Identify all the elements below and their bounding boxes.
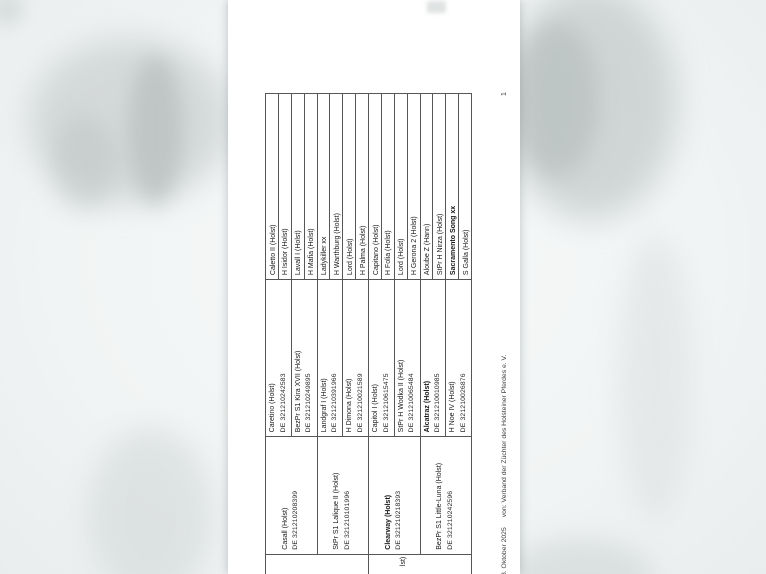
horse-name: Ladykiller xx [321, 236, 328, 276]
horse-name: StPr H Wodka II (Holst) [397, 359, 405, 433]
horse-name: Casall (Holst) [281, 507, 289, 550]
pedigree-cell: Casall (Holst) DE 321210208399 [266, 437, 317, 553]
horse-name: Alcatraz (Holst) [423, 380, 431, 433]
registration-number: DE 321210391966 [331, 373, 338, 433]
pedigree-cell: Landgraf I (Holst) DE 321210391966 [316, 280, 343, 437]
registration-number: DE 321210208399 [292, 490, 300, 550]
pedigree-cell: StPr S1 Lalique II (Holst) DE 3212101019… [316, 437, 368, 554]
cutoff-content-fragment [427, 1, 446, 13]
horse-name: Aloube Z (Hann) [424, 223, 431, 276]
horse-name: Capitol I (Holst) [372, 384, 379, 433]
horse-name: H Folia (Holst) [385, 230, 393, 276]
pedigree-cell: H Palma (Holst) [355, 94, 368, 280]
rotated-document-content: lst) Casall (Holst) DE 321210208399 StPr… [228, 0, 520, 574]
registration-number: DE 321210010985 [434, 373, 441, 433]
blurred-background-blob [88, 428, 213, 574]
pedigree-cell: H Isidor (Holst) [277, 94, 291, 280]
horse-name: Capitano (Holst) [372, 224, 380, 276]
pedigree-cell: Alcatraz (Holst) DE 321210010985 [419, 280, 446, 437]
pedigree-column-parents: lst) [266, 554, 471, 574]
pedigree-cell: Sacramento Song xx [445, 94, 459, 280]
pedigree-cell: H Gerona 2 (Holst) [406, 94, 420, 280]
registration-number: DE 321210026876 [459, 373, 467, 433]
pedigree-cell: StPr H Wodka II (Holst) DE 321210065484 [393, 280, 420, 437]
horse-name: H Dimona (Holst) [346, 378, 354, 433]
blurred-background-blob [52, 115, 117, 210]
registration-number: DE 321210021589 [356, 373, 364, 433]
pedigree-cell: BezPr S1 Kira XVII (Holst) DE 3212102498… [290, 280, 317, 437]
horse-name: H Isidor (Holst) [282, 228, 290, 276]
pedigree-cell-sire [266, 555, 368, 574]
horse-name: Landgraf I (Holst) [320, 378, 328, 433]
horse-name: StPr H Nirza (Holst) [436, 213, 444, 276]
pedigree-cell-dam: lst) [368, 554, 471, 574]
document-footer: 8. Oktober 2025 von: Verband der Züchter… [501, 355, 508, 574]
pedigree-cell: Lavall I (Holst) [290, 94, 304, 280]
page-number: 1 [501, 92, 508, 96]
pedigree-cell: Lord (Holst) [393, 94, 407, 280]
pedigree-cell: H Noe IV (Holst) DE 321210026876 [445, 280, 471, 437]
pedigree-cell: BezPr S1 Little-Luna (Holst) DE 32121024… [419, 437, 471, 554]
blurred-background-blob [618, 235, 693, 520]
blurred-background-blob [128, 55, 183, 205]
registration-number: DE 321210101996 [343, 490, 351, 550]
registration-number: DE 321210242583 [279, 373, 287, 433]
horse-name: H Gerona 2 (Holst) [411, 216, 419, 276]
horse-name: BezPr S1 Little-Luna (Holst) [436, 462, 444, 550]
registration-number: DE 321210242596 [446, 490, 454, 550]
pedigree-cell: Lord (Holst) [342, 94, 356, 280]
pedigree-cell: Capitol I (Holst) DE 321210615475 [368, 280, 394, 437]
pedigree-table: lst) Casall (Holst) DE 321210208399 StPr… [265, 93, 472, 574]
pedigree-cell: Aloube Z (Hann) [419, 94, 433, 280]
horse-name: Lord (Holst) [398, 238, 406, 276]
registration-number: DE 321210065484 [408, 373, 416, 433]
pedigree-cell: Caletto II (Holst) [266, 94, 278, 279]
pedigree-cell: H Folia (Holst) [380, 94, 394, 280]
horse-name: H Noe IV (Holst) [449, 381, 457, 433]
pedigree-cell: Clearway (Holst) DE 321210218393 [368, 437, 420, 554]
pedigree-cell: H Mafia (Holst) [303, 94, 317, 280]
footer-attribution: von: Verband der Züchter des Holsteiner … [501, 354, 508, 518]
horse-name: H Palma (Holst) [359, 225, 367, 276]
horse-name: Clearway (Holst) [384, 494, 392, 550]
pedigree-cell: Caretino (Holst) DE 321210242583 [266, 280, 291, 436]
pedigree-cell: Ladykiller xx [316, 94, 330, 280]
pedigree-column-grandparents: Casall (Holst) DE 321210208399 StPr S1 L… [266, 437, 471, 555]
horse-name: H Warthburg (Holst) [333, 213, 341, 276]
pedigree-cell: H Dimona (Holst) DE 321210021589 [342, 280, 368, 437]
horse-name: Lavall I (Holst) [295, 230, 303, 276]
registration-number: DE 321210249895 [305, 373, 313, 433]
horse-name: Caletto II (Holst) [269, 224, 277, 276]
horse-name: Lord (Holst) [346, 238, 354, 276]
horse-name: Sacramento Song xx [449, 205, 457, 276]
pedigree-column-great-great-grandparents: Caletto II (Holst) H Isidor (Holst) Lava… [266, 94, 471, 281]
blurred-background-blob [0, 0, 24, 26]
horse-name: Caretino (Holst) [269, 383, 276, 433]
blurred-background-blob [514, 22, 599, 177]
blurred-background-blob [508, 538, 653, 574]
blurred-background-blob [28, 38, 233, 203]
pedigree-cell: H Warthburg (Holst) [329, 94, 343, 280]
document-page: lst) Casall (Holst) DE 321210208399 StPr… [228, 0, 520, 574]
footer-date: 8. Oktober 2025 [501, 527, 508, 574]
registration-number: DE 321210218393 [395, 490, 403, 550]
registration-number: DE 321210615475 [382, 373, 390, 433]
blurred-background-blob [503, 0, 678, 220]
horse-name: H Mafia (Holst) [308, 228, 316, 276]
pedigree-cell: S Galla (Holst) [458, 94, 471, 280]
pedigree-column-great-grandparents: Caretino (Holst) DE 321210242583 BezPr S… [266, 280, 471, 438]
pedigree-cell: Capitano (Holst) [368, 94, 381, 280]
horse-name: BezPr S1 Kira XVII (Holst) [294, 350, 302, 433]
horse-name: S Galla (Holst) [462, 229, 470, 276]
horse-name-fragment: lst) [400, 556, 407, 567]
horse-name: StPr S1 Lalique II (Holst) [333, 472, 341, 550]
pedigree-cell: StPr H Nirza (Holst) [432, 94, 446, 280]
